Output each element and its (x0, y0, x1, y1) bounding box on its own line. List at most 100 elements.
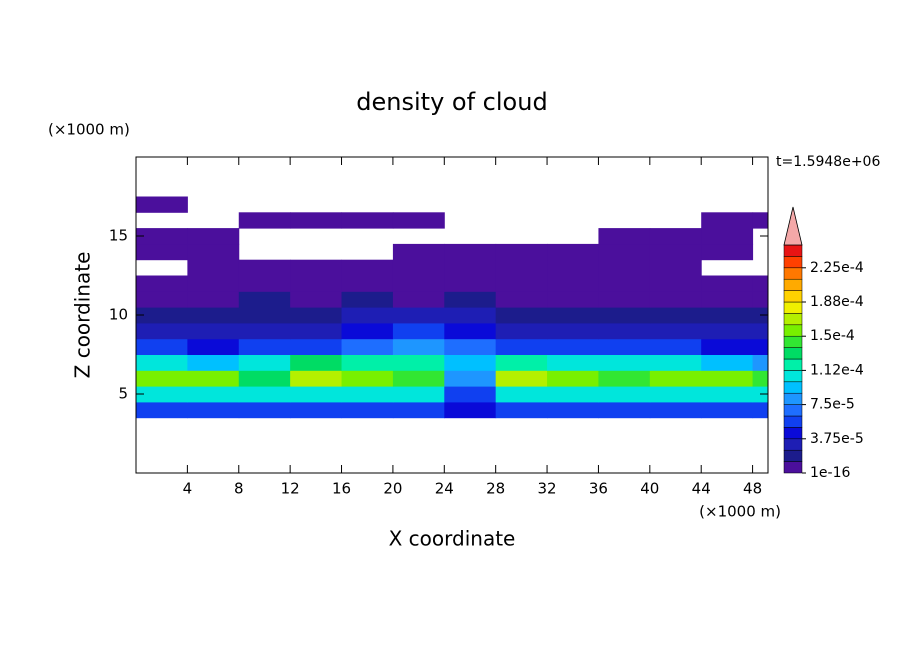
contour-cell (136, 307, 188, 324)
contour-cell (444, 275, 497, 292)
chart-title: density of cloud (356, 88, 547, 116)
contour-cell (392, 322, 445, 340)
contour-cell (136, 243, 188, 261)
contour-cell (495, 370, 548, 387)
contour-cell (136, 370, 188, 387)
contour-cell (649, 307, 702, 324)
contour-cell (752, 338, 768, 355)
colorbar-band (783, 347, 803, 360)
contour-cell (495, 243, 548, 261)
contour-cell (136, 401, 188, 419)
contour-cell (701, 212, 754, 229)
contour-cell (290, 370, 343, 387)
contour-cell (701, 275, 754, 292)
contour-cell (649, 291, 702, 308)
x-tick-label: 24 (435, 480, 454, 498)
contour-cell (444, 354, 497, 371)
contour-cell (701, 243, 754, 261)
contour-cell (238, 370, 291, 387)
contour-cell (598, 291, 651, 308)
contour-cell (187, 401, 240, 419)
time-annotation: t=1.5948e+06 (776, 154, 880, 170)
contour-cell (444, 401, 497, 419)
colorbar-band (783, 461, 803, 474)
contour-cell (752, 212, 768, 229)
contour-cell (598, 386, 651, 403)
contour-field (136, 196, 768, 419)
colorbar-tick-label: 7.5e-5 (810, 397, 855, 413)
contour-cell (238, 212, 291, 229)
colorbar-band (783, 335, 803, 348)
contour-cell (341, 354, 394, 371)
contour-cell (341, 401, 394, 419)
colorbar-band (783, 324, 803, 337)
contour-cell (495, 401, 548, 419)
contour-cell (701, 401, 754, 419)
contour-cell (495, 307, 548, 324)
colorbar-band (783, 290, 803, 303)
contour-cell (341, 307, 394, 324)
x-tick-label: 28 (486, 480, 505, 498)
x-tick-label: 16 (332, 480, 351, 498)
contour-cell (290, 322, 343, 340)
contour-cell (136, 386, 188, 403)
contour-cell (752, 275, 768, 292)
contour-cell (752, 322, 768, 340)
colorbar-band (783, 392, 803, 405)
colorbar-band (783, 256, 803, 269)
contour-cell (392, 243, 445, 261)
colorbar-band (783, 301, 803, 314)
x-tick-label: 40 (640, 480, 659, 498)
contour-cell (392, 401, 445, 419)
colorbar-tick-label: 1.12e-4 (810, 362, 864, 378)
contour-cell (341, 386, 394, 403)
contour-cell (444, 307, 497, 324)
contour-cell (649, 322, 702, 340)
contour-cell (547, 322, 599, 340)
contour-cell (598, 354, 651, 371)
x-tick-label: 20 (383, 480, 402, 498)
contour-cell (136, 338, 188, 355)
contour-cell (392, 354, 445, 371)
contour-cell (187, 338, 240, 355)
contour-cell (187, 386, 240, 403)
contour-cell (238, 401, 291, 419)
contour-cell (392, 307, 445, 324)
contour-cell (187, 259, 240, 276)
contour-cell (392, 291, 445, 308)
contour-cell (701, 370, 754, 387)
y-axis-label: Z coordinate (71, 252, 95, 379)
contour-cell (444, 291, 497, 308)
contour-cell (649, 228, 702, 245)
contour-cell (290, 275, 343, 292)
colorbar-tick-label: 3.75e-5 (810, 431, 864, 447)
contour-cell (290, 212, 343, 229)
contour-cell (290, 259, 343, 276)
contour-cell (495, 338, 548, 355)
contour-cell (392, 370, 445, 387)
x-tick-label: 32 (538, 480, 557, 498)
contour-cell (392, 275, 445, 292)
y-tick-label: 15 (109, 227, 128, 245)
colorbar-band (783, 415, 803, 428)
contour-cell (238, 322, 291, 340)
contour-cell (649, 259, 702, 276)
contour-cell (392, 386, 445, 403)
contour-cell (136, 354, 188, 371)
contour-cell (136, 228, 188, 245)
contour-cell (238, 354, 291, 371)
contour-cell (598, 370, 651, 387)
contour-cell (187, 291, 240, 308)
contour-cell (341, 322, 394, 340)
contour-cell (187, 307, 240, 324)
contour-cell (136, 275, 188, 292)
contour-cell (701, 291, 754, 308)
contour-cell (341, 338, 394, 355)
colorbar-band (783, 313, 803, 326)
contour-cell (752, 370, 768, 387)
contour-cell (598, 322, 651, 340)
contour-cell (495, 259, 548, 276)
contour-cell (238, 291, 291, 308)
colorbar-band (783, 358, 803, 371)
